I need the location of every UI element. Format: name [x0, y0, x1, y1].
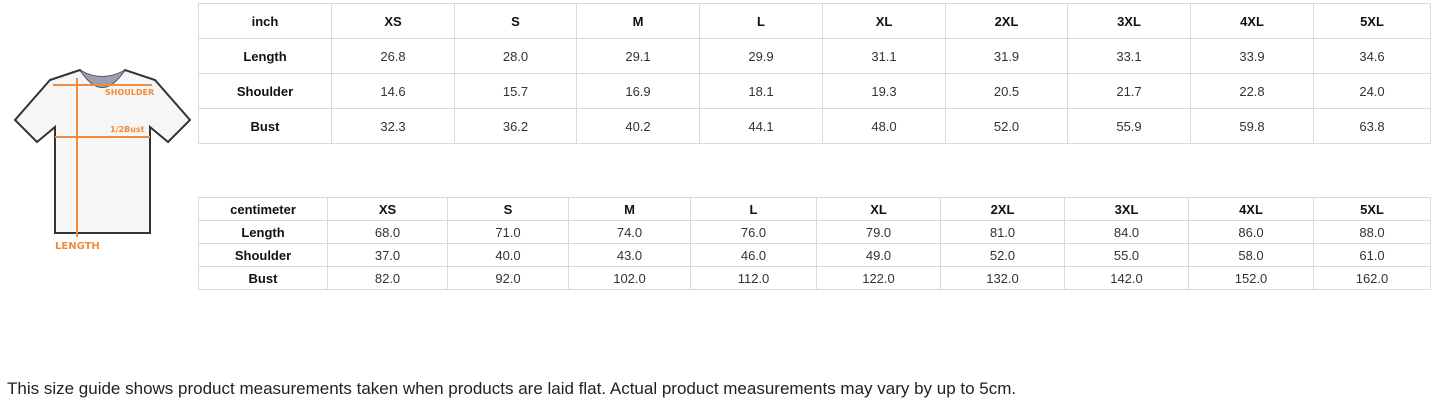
size-header: XS [331, 3, 455, 39]
size-header: L [699, 3, 823, 39]
cm-size-table: centimeter XS S M L XL 2XL 3XL 4XL 5XL Length 68.0 7… [198, 197, 1431, 290]
tshirt-collar [79, 69, 126, 88]
row-label: Length [198, 220, 328, 244]
measurement-cell: 88.0 [1313, 220, 1431, 244]
measurement-cell: 34.6 [1313, 38, 1431, 74]
measurement-cell: 43.0 [568, 243, 691, 267]
measurement-cell: 26.8 [331, 38, 455, 74]
measurement-cell: 71.0 [447, 220, 569, 244]
measurement-cell: 122.0 [816, 266, 941, 290]
measurement-cell: 102.0 [568, 266, 691, 290]
measurement-cell: 31.1 [822, 38, 946, 74]
tshirt-body-icon [13, 68, 192, 234]
header-row: inch XS S M L XL 2XL 3XL 4XL 5XL [198, 3, 1431, 39]
measurement-cell: 61.0 [1313, 243, 1431, 267]
size-header: S [454, 3, 577, 39]
measurement-cell: 32.3 [331, 108, 455, 144]
measurement-cell: 40.2 [576, 108, 700, 144]
measurement-cell: 68.0 [327, 220, 448, 244]
measurement-cell: 112.0 [690, 266, 817, 290]
size-header: 2XL [945, 3, 1068, 39]
size-header: 3XL [1067, 3, 1191, 39]
measurement-cell: 14.6 [331, 73, 455, 109]
header-row: centimeter XS S M L XL 2XL 3XL 4XL 5XL [198, 197, 1431, 221]
size-header: L [690, 197, 817, 221]
row-label: Bust [198, 266, 328, 290]
size-header: 5XL [1313, 197, 1431, 221]
measurement-cell: 28.0 [454, 38, 577, 74]
measurement-cell: 55.9 [1067, 108, 1191, 144]
measurement-cell: 29.9 [699, 38, 823, 74]
size-header: 3XL [1064, 197, 1189, 221]
measurement-cell: 74.0 [568, 220, 691, 244]
measurement-cell: 132.0 [940, 266, 1065, 290]
measurement-cell: 16.9 [576, 73, 700, 109]
table-row: Length 68.0 71.0 74.0 76.0 79.0 81.0 84.0 86.0 88… [198, 220, 1431, 244]
size-header: 5XL [1313, 3, 1431, 39]
row-label: Length [198, 38, 332, 74]
measurement-cell: 44.1 [699, 108, 823, 144]
measurement-cell: 63.8 [1313, 108, 1431, 144]
inch-size-table: inch XS S M L XL 2XL 3XL 4XL 5XL Length 26.8 28.0 29.… [198, 3, 1431, 144]
measurement-cell: 79.0 [816, 220, 941, 244]
row-label: Bust [198, 108, 332, 144]
measurement-cell: 59.8 [1190, 108, 1314, 144]
measurement-cell: 48.0 [822, 108, 946, 144]
size-header: S [447, 197, 569, 221]
size-guide-note: This size guide shows product measuremen… [7, 379, 1017, 398]
measurement-cell: 52.0 [940, 243, 1065, 267]
table-row: Shoulder 14.6 15.7 16.9 18.1 19.3 20.5 21.7 22.8… [198, 73, 1431, 109]
table-row: Length 26.8 28.0 29.1 29.9 31.1 31.9 33.1 33.9 34… [198, 38, 1431, 74]
measurement-cell: 92.0 [447, 266, 569, 290]
measurement-cell: 20.5 [945, 73, 1068, 109]
measurement-cell: 19.3 [822, 73, 946, 109]
row-label: Shoulder [198, 243, 328, 267]
measurement-cell: 58.0 [1188, 243, 1314, 267]
unit-header: inch [198, 3, 332, 39]
size-header: M [568, 197, 691, 221]
table-row: Bust 32.3 36.2 40.2 44.1 48.0 52.0 55.9 59.8 63.8 [198, 108, 1431, 144]
measurement-cell: 82.0 [327, 266, 448, 290]
measurement-cell: 37.0 [327, 243, 448, 267]
size-header: XL [822, 3, 946, 39]
size-header: 4XL [1188, 197, 1314, 221]
shoulder-label: SHOULDER [105, 88, 154, 97]
size-header: M [576, 3, 700, 39]
size-header: XS [327, 197, 448, 221]
size-header: 2XL [940, 197, 1065, 221]
bust-label: 1/2Bust [110, 125, 145, 134]
measurement-cell: 162.0 [1313, 266, 1431, 290]
measurement-cell: 18.1 [699, 73, 823, 109]
measurement-cell: 33.1 [1067, 38, 1191, 74]
row-label: Shoulder [198, 73, 332, 109]
size-header: 4XL [1190, 3, 1314, 39]
measurement-cell: 36.2 [454, 108, 577, 144]
measurement-cell: 86.0 [1188, 220, 1314, 244]
unit-header: centimeter [198, 197, 328, 221]
measurement-cell: 40.0 [447, 243, 569, 267]
tshirt-diagram: SHOULDER 1/2Bust LENGTH [13, 68, 192, 252]
measurement-cell: 76.0 [690, 220, 817, 244]
length-label: LENGTH [55, 241, 100, 252]
table-row: Shoulder 37.0 40.0 43.0 46.0 49.0 52.0 55.0 58.0… [198, 243, 1431, 267]
measurement-cell: 22.8 [1190, 73, 1314, 109]
measurement-cell: 15.7 [454, 73, 577, 109]
measurement-cell: 31.9 [945, 38, 1068, 74]
measurement-cell: 33.9 [1190, 38, 1314, 74]
measurement-cell: 55.0 [1064, 243, 1189, 267]
measurement-cell: 142.0 [1064, 266, 1189, 290]
measurement-cell: 81.0 [940, 220, 1065, 244]
measurement-cell: 152.0 [1188, 266, 1314, 290]
measurement-cell: 46.0 [690, 243, 817, 267]
measurement-cell: 24.0 [1313, 73, 1431, 109]
measurement-cell: 52.0 [945, 108, 1068, 144]
table-row: Bust 82.0 92.0 102.0 112.0 122.0 132.0 142.0 152… [198, 266, 1431, 290]
measurement-cell: 84.0 [1064, 220, 1189, 244]
measurement-cell: 29.1 [576, 38, 700, 74]
measurement-cell: 49.0 [816, 243, 941, 267]
size-header: XL [816, 197, 941, 221]
measurement-cell: 21.7 [1067, 73, 1191, 109]
